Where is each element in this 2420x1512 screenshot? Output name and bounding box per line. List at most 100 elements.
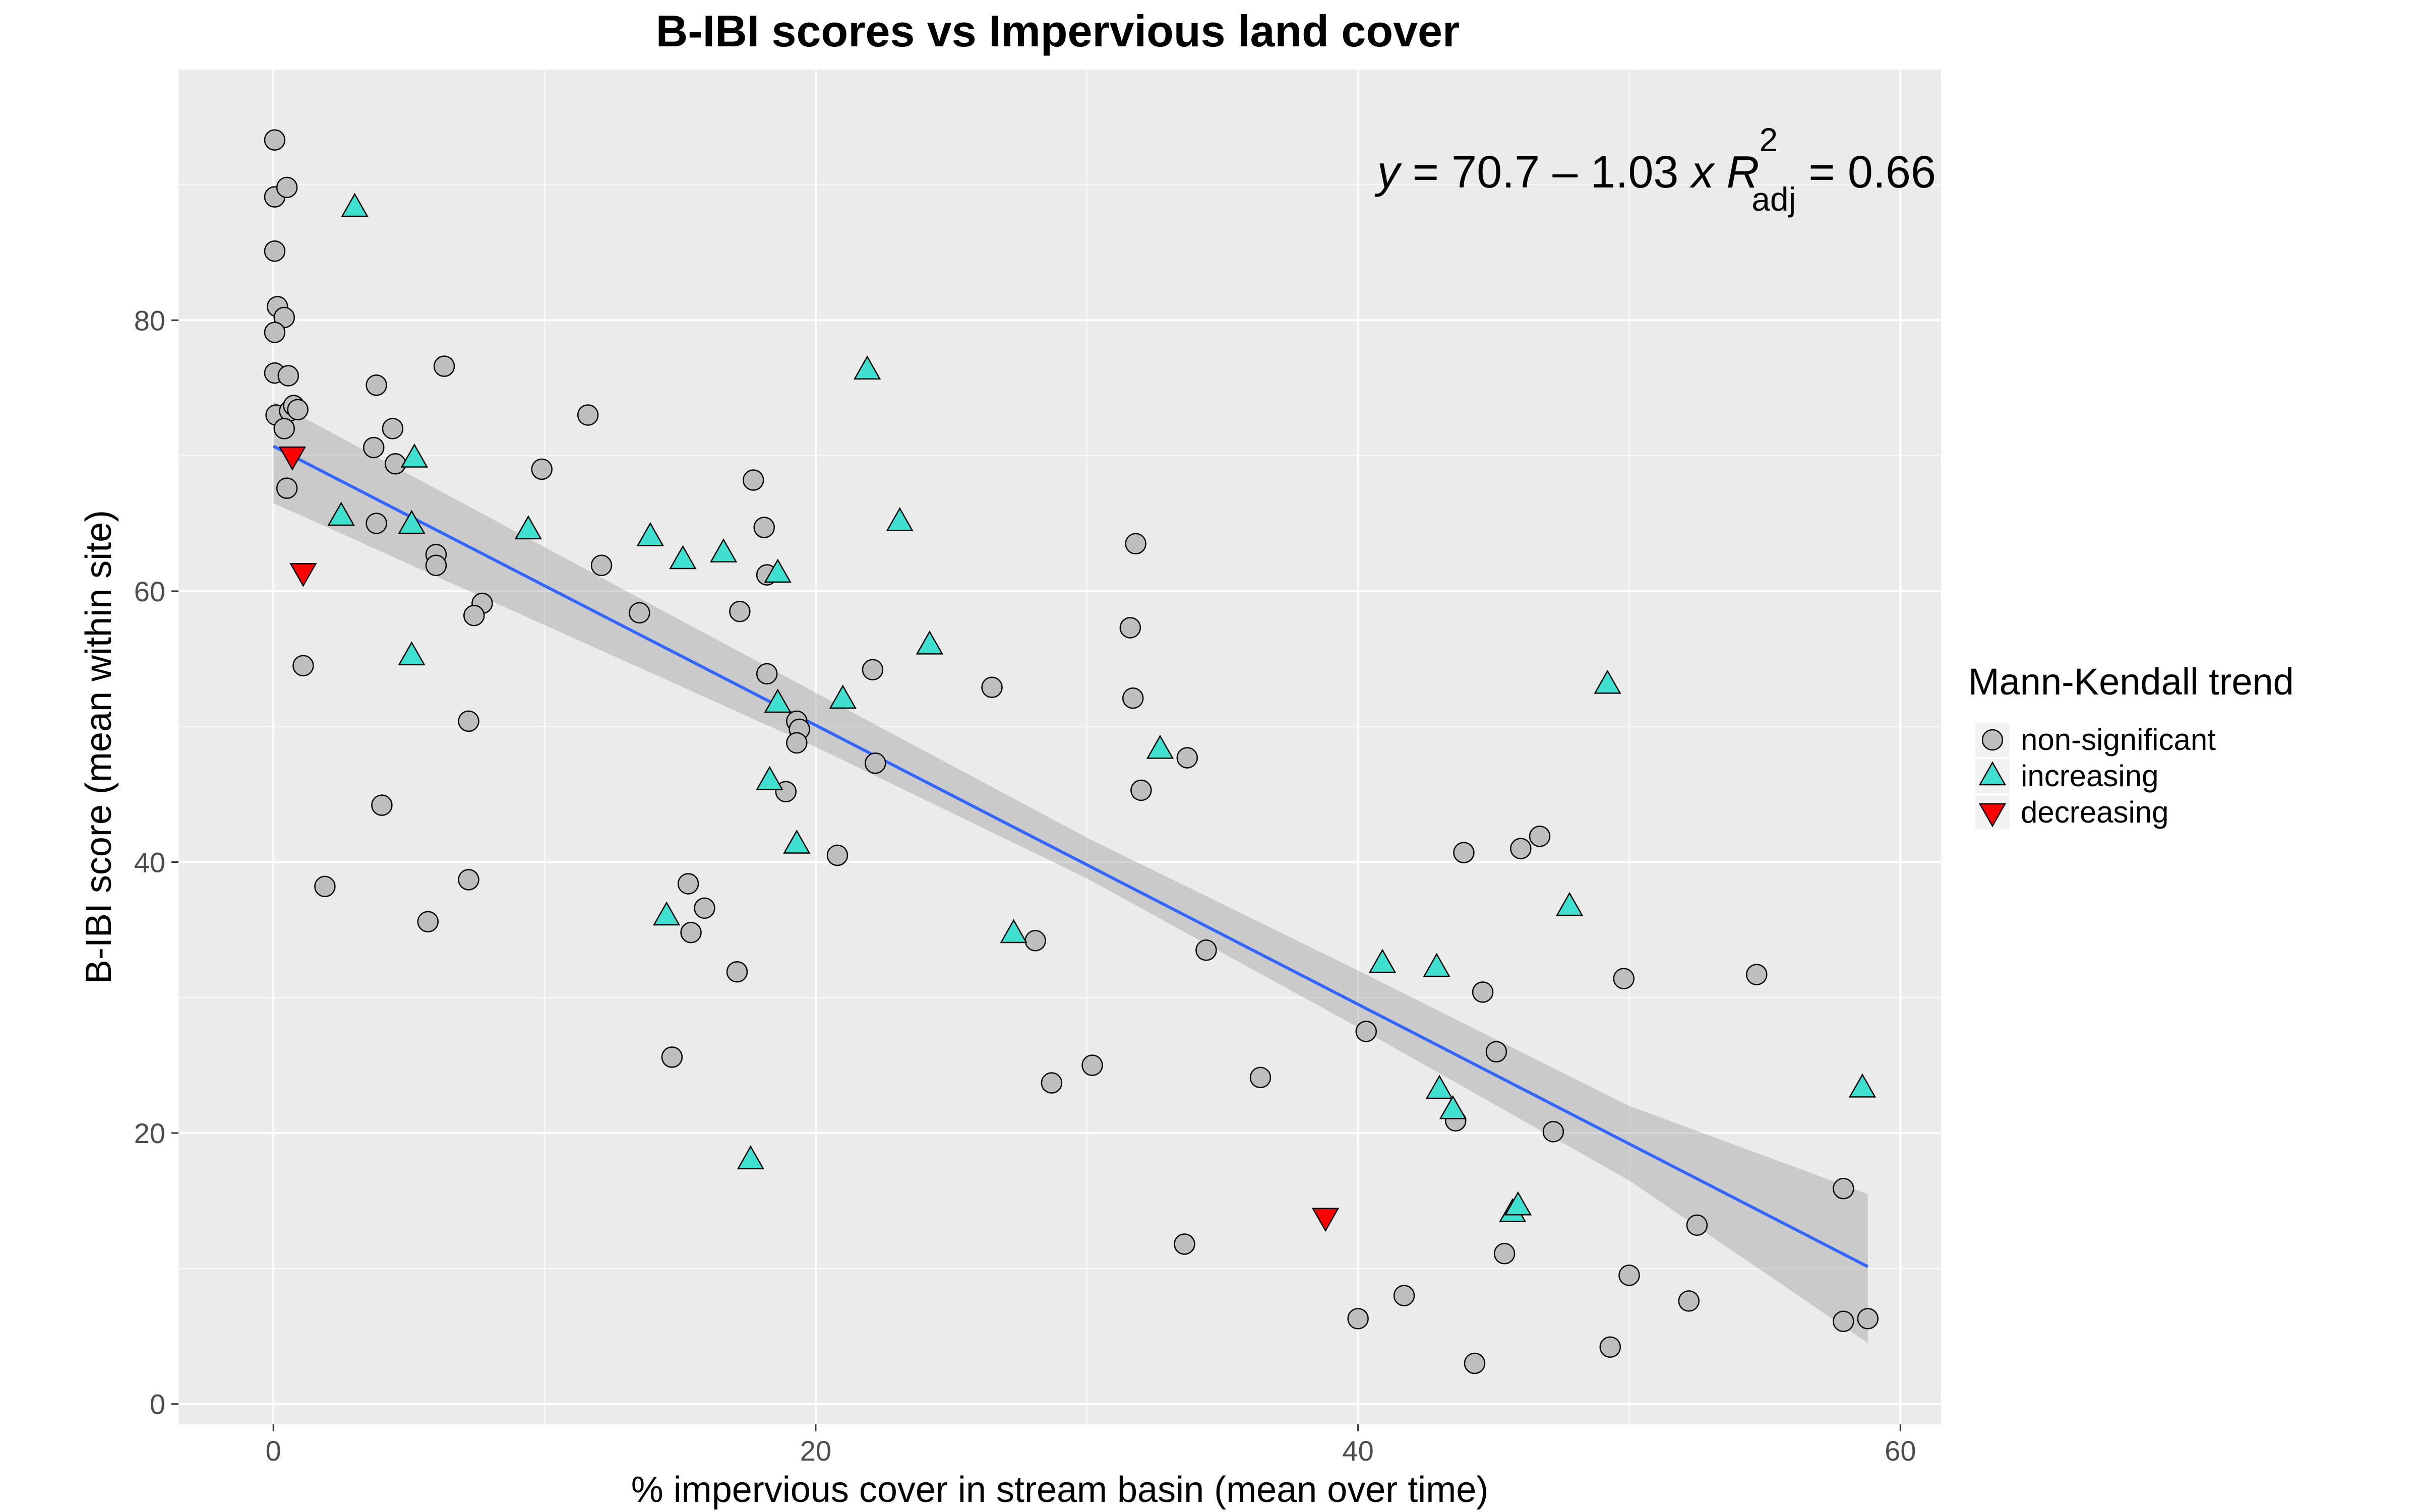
data-point-non-significant xyxy=(786,732,808,754)
data-point-non-significant xyxy=(1510,838,1532,859)
data-point-increasing xyxy=(1146,734,1174,759)
data-point-increasing xyxy=(737,1145,765,1170)
data-point-increasing xyxy=(514,515,542,540)
equation-y-var: y xyxy=(1374,147,1402,198)
data-point-non-significant xyxy=(1599,1336,1621,1358)
data-point-increasing xyxy=(1594,669,1621,694)
data-point-non-significant xyxy=(865,752,886,774)
y-tick-label: 60 xyxy=(134,576,165,607)
x-tick-label: 20 xyxy=(800,1435,831,1467)
data-point-non-significant xyxy=(981,676,1003,698)
data-point-non-significant xyxy=(276,477,298,499)
data-point-non-significant xyxy=(590,554,613,577)
data-point-non-significant xyxy=(1249,1066,1272,1089)
data-point-increasing xyxy=(1556,892,1584,916)
data-point-non-significant xyxy=(1833,1178,1854,1200)
data-point-non-significant xyxy=(362,436,385,459)
data-point-non-significant xyxy=(366,513,387,534)
data-point-increasing xyxy=(398,641,426,666)
data-point-non-significant xyxy=(1122,687,1144,709)
data-point-non-significant xyxy=(1024,930,1046,952)
data-point-non-significant xyxy=(1493,1243,1516,1265)
data-point-non-significant xyxy=(862,659,884,681)
x-tick-label: 60 xyxy=(1885,1435,1916,1467)
data-point-non-significant xyxy=(264,322,286,343)
data-point-non-significant xyxy=(1485,1041,1507,1063)
legend-label-increasing: increasing xyxy=(2021,759,2159,793)
data-point-increasing xyxy=(829,684,857,709)
y-axis-label: B-IBI score (mean within site) xyxy=(79,510,119,984)
data-point-increasing xyxy=(853,355,881,380)
data-point-increasing xyxy=(400,443,429,468)
data-point-non-significant xyxy=(1857,1308,1879,1330)
data-point-decreasing xyxy=(1311,1208,1340,1232)
data-point-non-significant xyxy=(729,600,751,622)
data-points xyxy=(264,129,1879,1374)
data-point-increasing xyxy=(709,538,738,562)
data-point-non-significant xyxy=(1174,1233,1195,1255)
data-point-non-significant xyxy=(1119,617,1141,639)
equation-r-letter: R xyxy=(1726,147,1759,198)
chart-title: B-IBI scores vs Impervious land cover xyxy=(656,6,1460,56)
data-point-increasing xyxy=(341,193,369,217)
equation-coefficients: = 70.7 – 1.03 xyxy=(1400,147,1691,198)
confidence-band-area xyxy=(273,401,1868,1343)
data-point-non-significant xyxy=(742,469,764,491)
data-point-non-significant xyxy=(629,602,650,624)
data-point-non-significant xyxy=(314,875,336,898)
data-point-non-significant xyxy=(1618,1265,1640,1286)
data-point-increasing xyxy=(756,766,783,790)
data-point-increasing xyxy=(398,510,426,534)
data-point-non-significant xyxy=(1453,842,1475,863)
plot-background xyxy=(178,70,1941,1424)
data-point-non-significant xyxy=(753,517,775,538)
data-point-non-significant xyxy=(1613,968,1635,989)
data-point-non-significant xyxy=(680,922,702,943)
data-point-non-significant xyxy=(366,374,387,396)
data-point-non-significant xyxy=(1041,1072,1063,1094)
data-point-non-significant xyxy=(694,897,715,919)
data-point-non-significant xyxy=(1130,779,1152,801)
data-point-increasing xyxy=(1848,1073,1877,1098)
data-point-non-significant xyxy=(531,458,553,480)
data-point-non-significant xyxy=(1125,533,1146,555)
series-increasing xyxy=(327,193,1877,1222)
data-point-increasing xyxy=(886,507,914,532)
data-point-non-significant xyxy=(1542,1121,1564,1143)
legend-label-non-significant: non-significant xyxy=(2021,723,2216,757)
data-point-non-significant xyxy=(276,176,298,199)
x-tick-label: 40 xyxy=(1342,1435,1373,1467)
data-point-non-significant xyxy=(1347,1308,1369,1330)
data-point-non-significant xyxy=(1176,747,1198,769)
legend-label-decreasing: decreasing xyxy=(2021,795,2169,829)
data-point-non-significant xyxy=(1746,964,1768,985)
regression-equation: y = 70.7 – 1.03 x R2 adj = 0.66 xyxy=(1374,121,1936,218)
data-point-increasing xyxy=(1439,1095,1467,1119)
y-tick-label: 0 xyxy=(150,1389,165,1420)
data-point-non-significant xyxy=(458,710,479,732)
data-point-non-significant xyxy=(433,355,455,377)
data-point-non-significant xyxy=(425,554,447,577)
data-point-increasing xyxy=(1504,1191,1532,1216)
legend-keys xyxy=(1975,723,2010,830)
data-point-increasing xyxy=(1425,1075,1454,1099)
data-point-non-significant xyxy=(1081,1054,1103,1076)
data-point-increasing xyxy=(764,688,792,713)
data-point-non-significant xyxy=(1529,826,1551,847)
data-point-non-significant xyxy=(661,1046,683,1068)
regression-line-group xyxy=(272,445,1869,1268)
data-point-increasing xyxy=(916,630,943,655)
data-point-non-significant xyxy=(1195,939,1217,961)
x-axis-label: % impervious cover in stream basin (mean… xyxy=(631,1470,1489,1510)
data-point-increasing xyxy=(1368,949,1397,973)
data-point-increasing xyxy=(636,522,664,546)
equation-r-superscript: 2 xyxy=(1759,121,1778,158)
data-point-non-significant xyxy=(726,961,748,983)
data-point-non-significant xyxy=(371,794,393,816)
data-point-non-significant xyxy=(292,655,314,676)
data-point-increasing xyxy=(1000,919,1027,943)
data-point-increasing xyxy=(1423,953,1450,977)
plot-area xyxy=(178,70,1941,1424)
x-axis: 0 20 40 60 xyxy=(266,1424,1916,1467)
